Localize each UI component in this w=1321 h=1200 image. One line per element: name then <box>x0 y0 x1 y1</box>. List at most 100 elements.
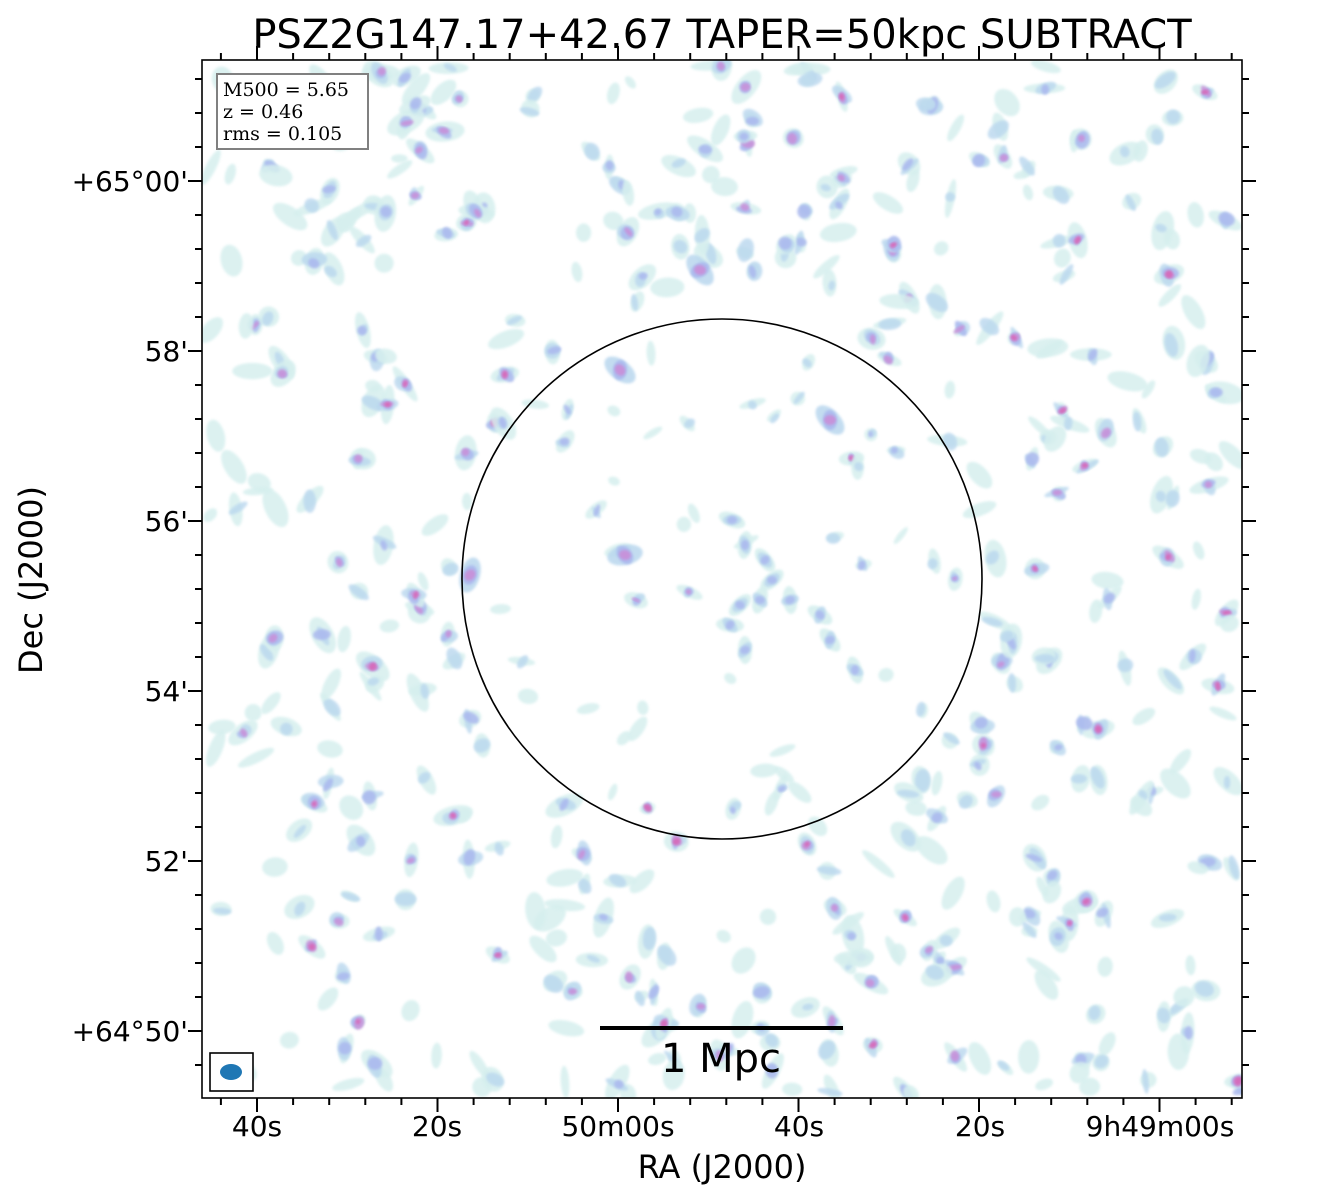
emission-blob <box>494 952 502 958</box>
emission-blob <box>717 61 725 71</box>
emission-blob <box>676 516 692 532</box>
emission-blob <box>671 158 686 168</box>
emission-blob <box>1097 956 1113 977</box>
emission-blob <box>362 790 376 805</box>
emission-blob <box>486 1072 505 1087</box>
emission-blob <box>797 72 823 87</box>
emission-blob <box>442 562 459 576</box>
emission-blob <box>878 318 902 330</box>
emission-blob <box>783 63 814 76</box>
emission-blob <box>885 936 902 966</box>
emission-blob <box>1025 452 1040 466</box>
emission-blob <box>981 616 1003 627</box>
emission-blob <box>1204 452 1223 472</box>
emission-blob <box>266 931 284 955</box>
emission-blob <box>820 184 831 192</box>
emission-blob <box>936 956 945 965</box>
emission-blob <box>603 211 624 231</box>
emission-blob <box>1218 441 1242 470</box>
x-tick-label: 20s <box>955 1110 1005 1143</box>
emission-blob <box>317 987 339 1011</box>
emission-blob <box>262 311 274 326</box>
emission-blob <box>544 899 586 912</box>
emission-blob <box>1184 1026 1193 1040</box>
emission-blob <box>833 950 874 966</box>
emission-blob <box>1032 565 1038 572</box>
emission-blob <box>829 193 850 210</box>
emission-blob <box>1200 89 1209 95</box>
x-axis-label: RA (J2000) <box>638 1148 807 1186</box>
emission-blob <box>778 236 792 250</box>
emission-blob <box>808 816 828 837</box>
emission-blob <box>584 142 600 161</box>
emission-blob <box>825 635 835 645</box>
emission-blob <box>473 738 491 753</box>
emission-blob <box>208 719 236 735</box>
emission-blob <box>673 239 688 254</box>
emission-blob <box>1194 981 1214 997</box>
emission-blob <box>238 747 275 768</box>
emission-blob <box>915 836 948 865</box>
emission-blob <box>563 404 571 415</box>
x-tick-label: 50m00s <box>561 1110 674 1143</box>
scale-bar-label: 1 Mpc <box>661 1036 781 1082</box>
emission-blob <box>1052 234 1066 248</box>
emission-blob <box>760 555 770 565</box>
emission-blob <box>260 644 274 661</box>
emission-blob <box>747 400 757 410</box>
emission-blob <box>367 677 380 686</box>
emission-blob <box>767 575 777 585</box>
emission-blob <box>1160 768 1191 799</box>
emission-blob <box>660 1019 668 1028</box>
emission-blob <box>685 589 692 595</box>
emission-blob <box>608 476 620 486</box>
emission-blob <box>962 501 997 519</box>
emission-blob <box>980 742 987 749</box>
emission-blob <box>1151 128 1164 145</box>
emission-blob <box>415 146 423 154</box>
emission-blob <box>1008 907 1026 927</box>
emission-blob <box>1025 853 1043 862</box>
emission-blob <box>576 703 600 715</box>
emission-blob <box>627 716 648 742</box>
emission-blob <box>545 929 567 947</box>
emission-blob <box>1059 407 1067 414</box>
emission-blob <box>431 1042 442 1069</box>
emission-blob <box>355 234 372 247</box>
emission-blob <box>321 668 342 700</box>
emission-blob <box>631 597 641 603</box>
beam-indicator <box>209 1052 254 1092</box>
emission-blob <box>379 619 400 633</box>
emission-blob <box>914 769 931 793</box>
emission-blob <box>974 761 982 771</box>
emission-blob <box>950 1050 960 1062</box>
beam-ellipse <box>220 1064 242 1080</box>
emission-blob <box>900 829 916 847</box>
emission-blob <box>748 265 757 278</box>
emission-blob <box>548 1019 585 1037</box>
emission-blob <box>1141 380 1156 399</box>
emission-blob <box>931 812 943 823</box>
emission-blob <box>606 82 620 105</box>
emission-blob <box>303 489 317 513</box>
emission-blob <box>1034 969 1059 1000</box>
emission-blob <box>643 804 652 812</box>
emission-blob <box>905 800 927 816</box>
emission-blob <box>716 929 731 943</box>
emission-blob <box>698 144 712 154</box>
emission-blob <box>354 454 363 463</box>
emission-blob <box>607 405 621 417</box>
emission-blob <box>710 114 731 146</box>
emission-blob <box>1052 186 1070 204</box>
emission-blob <box>1098 1032 1116 1056</box>
emission-blob <box>473 208 482 218</box>
emission-blob <box>1165 270 1173 279</box>
emission-blob <box>740 645 750 655</box>
emission-blob <box>417 572 429 591</box>
emission-blob <box>1008 673 1017 693</box>
info-z: z = 0.46 <box>223 101 303 123</box>
axis-ticks <box>188 46 1256 1112</box>
emission-blob <box>1158 913 1177 922</box>
emission-blob <box>625 971 633 983</box>
emission-blob <box>857 560 866 571</box>
